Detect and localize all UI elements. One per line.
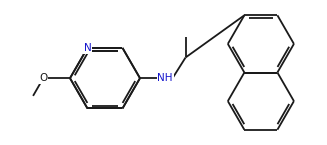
Text: O: O bbox=[39, 73, 47, 83]
Text: N: N bbox=[84, 43, 91, 53]
Text: NH: NH bbox=[158, 73, 173, 83]
